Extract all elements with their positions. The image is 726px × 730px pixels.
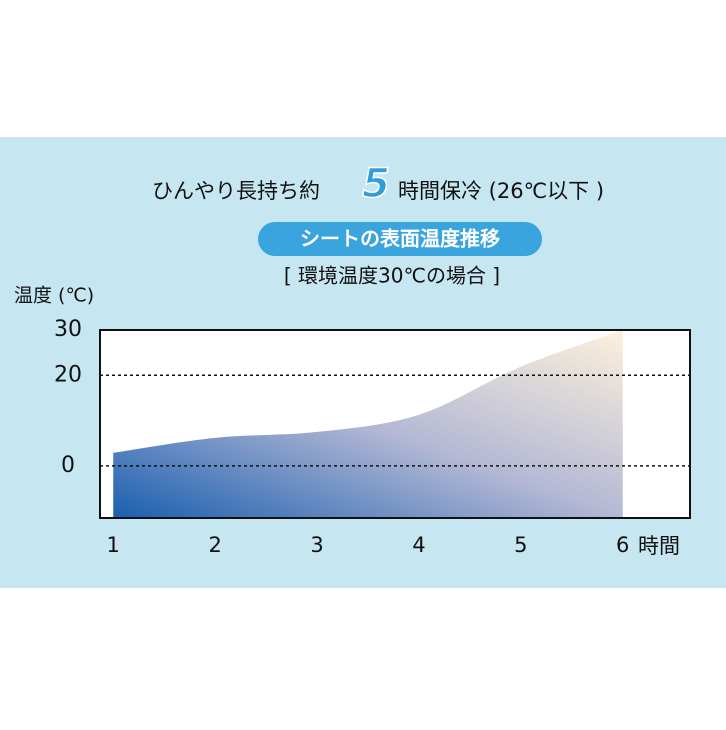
area: [113, 330, 623, 518]
plot-border: [99, 329, 691, 519]
x-tick-label: 6: [616, 533, 629, 557]
subtitle: シートの表面温度推移: [300, 227, 500, 251]
y-tick-label: 30: [54, 317, 82, 342]
x-tick-label: 1: [107, 533, 120, 557]
x-tick-label: 4: [412, 533, 425, 557]
x-tick-label: 3: [310, 533, 323, 557]
title-part: 時間保冷 (26℃以下 ): [398, 179, 604, 203]
y-tick-label: 20: [54, 362, 82, 387]
title-part: ひんやり長持ち約: [152, 179, 320, 203]
y-tick-label: 0: [61, 453, 75, 478]
x-tick-label: 2: [208, 533, 221, 557]
x-tick-label: 5: [514, 533, 527, 557]
title: ひんやり長持ち約 5 時間保冷 (26℃以下 ): [152, 160, 604, 208]
annotation: [ 環境温度30℃の場合 ]: [284, 264, 500, 288]
x-axis-label: 時間: [638, 534, 680, 558]
title-number: 5: [362, 161, 390, 207]
subtitle-badge: [258, 222, 542, 256]
y-axis-label: 温度 (℃): [14, 285, 94, 307]
